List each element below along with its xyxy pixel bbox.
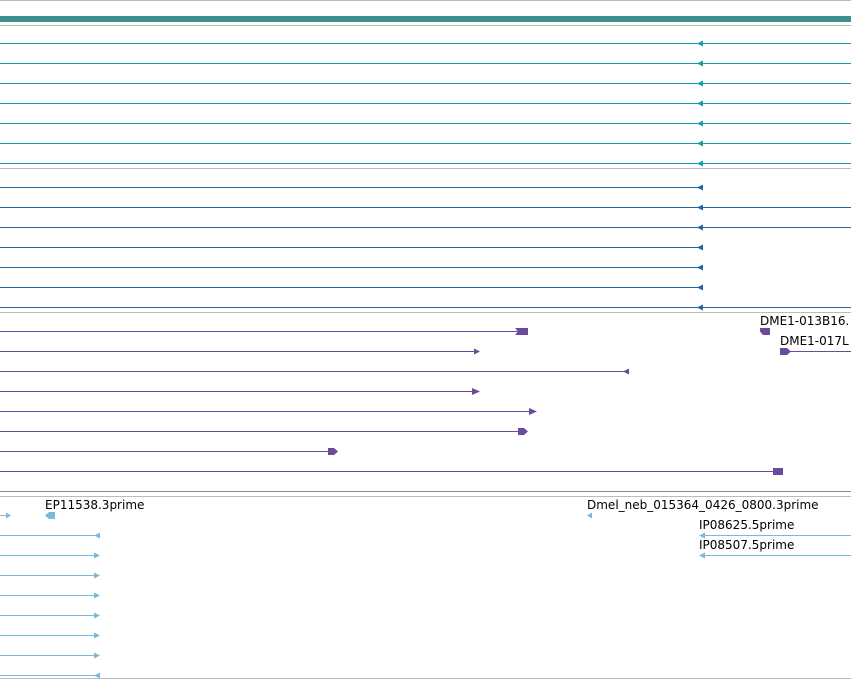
blue-track: [0, 184, 851, 311]
right-arrow-icon: [529, 408, 537, 415]
right-arrow-icon: [94, 572, 100, 579]
teal-feature[interactable]: [0, 60, 851, 67]
blue-feature[interactable]: [0, 224, 851, 231]
teal-track: [0, 40, 851, 167]
blue-feature[interactable]: [0, 264, 703, 271]
blue-feature[interactable]: [0, 284, 703, 291]
purple-feature[interactable]: [0, 448, 338, 455]
right-arrow-icon: [94, 632, 100, 639]
left-arrow-icon: [697, 120, 703, 127]
track-header-bar: [0, 16, 851, 22]
right-arrow-icon: [6, 512, 11, 519]
left-arrow-icon: [697, 100, 703, 107]
left-arrow-icon: [94, 672, 100, 679]
light-blue-feature[interactable]: [0, 652, 100, 659]
purple-feature[interactable]: [0, 348, 480, 355]
feature-label: DME1-013B16.: [760, 314, 849, 328]
left-arrow-icon: [94, 532, 100, 539]
light-blue-feature[interactable]: [699, 552, 851, 559]
purple-feature[interactable]: [0, 368, 629, 375]
light-blue-feature[interactable]: [0, 612, 100, 619]
purple-track: DME1-013B16. DME1-017L: [0, 314, 851, 475]
purple-feature[interactable]: [0, 328, 528, 335]
teal-feature[interactable]: [0, 40, 851, 47]
left-arrow-icon: [697, 204, 703, 211]
block-arrow-icon: [773, 468, 783, 475]
light-blue-feature[interactable]: [0, 672, 100, 679]
right-arrow-icon: [474, 348, 480, 355]
left-arrow-icon: [697, 80, 703, 87]
teal-feature[interactable]: [0, 80, 851, 87]
teal-feature[interactable]: [0, 120, 851, 127]
right-arrow-icon: [94, 652, 100, 659]
light-blue-feature[interactable]: [0, 552, 100, 559]
purple-feature[interactable]: [0, 428, 528, 435]
blue-feature[interactable]: [0, 244, 703, 251]
light-blue-feature[interactable]: [0, 512, 11, 519]
purple-feature[interactable]: [0, 388, 480, 395]
teal-feature[interactable]: [0, 140, 851, 147]
blue-feature[interactable]: [0, 204, 851, 211]
left-arrow-icon: [697, 224, 703, 231]
light-blue-feature[interactable]: [0, 572, 100, 579]
left-arrow-icon: [697, 40, 703, 47]
light-blue-feature[interactable]: [587, 512, 592, 519]
right-arrow-icon: [94, 592, 100, 599]
feature-label: DME1-017L: [780, 334, 849, 348]
left-arrow-icon: [697, 140, 703, 147]
purple-feature[interactable]: [0, 408, 537, 415]
block-arrow-icon: [760, 328, 770, 335]
purple-feature[interactable]: [0, 468, 783, 475]
purple-feature[interactable]: [760, 328, 770, 335]
left-arrow-icon: [697, 264, 703, 271]
left-arrow-icon: [587, 512, 592, 519]
left-arrow-icon: [697, 284, 703, 291]
feature-label: Dmel_neb_015364_0426_0800.3prime: [587, 498, 819, 512]
light-blue-feature[interactable]: [45, 512, 55, 519]
feature-label: EP11538.3prime: [45, 498, 144, 512]
teal-feature[interactable]: [0, 160, 851, 167]
right-arrow-icon: [94, 552, 100, 559]
left-arrow-icon: [699, 552, 705, 559]
left-arrow-icon: [697, 60, 703, 67]
left-arrow-icon: [699, 532, 705, 539]
teal-feature[interactable]: [0, 100, 851, 107]
blue-feature[interactable]: [0, 184, 703, 191]
blue-feature[interactable]: [0, 304, 851, 311]
block-arrow-icon: [518, 428, 528, 435]
block-arrow-icon: [45, 512, 55, 519]
left-arrow-icon: [697, 160, 703, 167]
light-blue-track: EP11538.3prime Dmel_neb_015364_0426_0800…: [0, 498, 851, 679]
left-arrow-icon: [697, 304, 703, 311]
right-arrow-icon: [94, 612, 100, 619]
block-arrow-icon: [515, 328, 528, 335]
light-blue-feature[interactable]: [0, 532, 100, 539]
feature-label: IP08625.5prime: [699, 518, 794, 532]
light-blue-feature[interactable]: [0, 632, 100, 639]
left-arrow-icon: [697, 184, 703, 191]
light-blue-feature[interactable]: [0, 592, 100, 599]
feature-label: IP08507.5prime: [699, 538, 794, 552]
purple-feature[interactable]: [780, 348, 851, 355]
left-arrow-icon: [697, 244, 703, 251]
block-arrow-icon: [780, 348, 791, 355]
right-arrow-icon: [472, 388, 480, 395]
light-blue-feature[interactable]: [699, 532, 851, 539]
block-arrow-icon: [328, 448, 338, 455]
left-arrow-icon: [623, 368, 629, 375]
